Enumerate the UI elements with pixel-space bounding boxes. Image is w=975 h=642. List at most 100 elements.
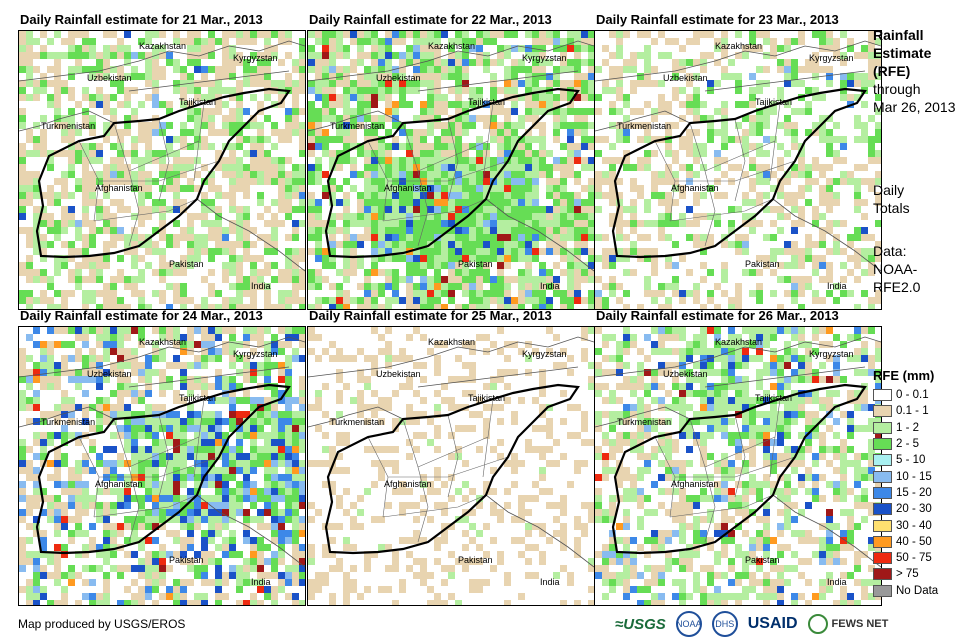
rain-cell (497, 185, 504, 192)
rain-cell (644, 206, 651, 213)
rain-cell (420, 255, 427, 262)
rain-cell (434, 304, 441, 309)
rain-cell (581, 45, 588, 52)
rain-cell (392, 227, 399, 234)
rain-cell (215, 411, 222, 418)
rain-cell (138, 129, 145, 136)
rain-cell (791, 38, 798, 45)
rain-cell (229, 150, 236, 157)
rain-cell (476, 283, 483, 290)
rain-cell (588, 73, 594, 80)
rain-cell (68, 341, 75, 348)
rain-cell (406, 220, 413, 227)
rain-cell (420, 227, 427, 234)
rain-cell (159, 66, 166, 73)
rain-cell (434, 87, 441, 94)
rain-cell (215, 432, 222, 439)
rain-cell (208, 171, 215, 178)
rain-cell (427, 600, 434, 605)
rain-cell (546, 269, 553, 276)
province-borders (367, 102, 509, 247)
rain-cell (124, 206, 131, 213)
rain-cell (455, 66, 462, 73)
rain-cell (236, 115, 243, 122)
rain-cell (271, 600, 278, 605)
rain-cell (40, 129, 47, 136)
rain-cell (693, 115, 700, 122)
rain-cell (336, 269, 343, 276)
rain-cell (33, 150, 40, 157)
rain-cell (441, 283, 448, 290)
rain-cell (96, 59, 103, 66)
rain-cell (574, 73, 581, 80)
rain-cell (26, 31, 33, 38)
rain-cell (322, 551, 329, 558)
rain-cell (420, 115, 427, 122)
rain-cell (336, 150, 343, 157)
rain-cell (679, 192, 686, 199)
rain-cell (420, 136, 427, 143)
rain-cell (798, 334, 805, 341)
rain-cell (329, 31, 336, 38)
rain-cell (138, 481, 145, 488)
rain-cell (616, 297, 623, 304)
rain-cell (350, 31, 357, 38)
rain-cell (264, 290, 271, 297)
rain-cell (145, 150, 152, 157)
rain-cell (201, 94, 208, 101)
rain-cell (243, 164, 250, 171)
rain-cell (40, 31, 47, 38)
rain-cell (826, 192, 833, 199)
rain-cell (54, 115, 61, 122)
rain-cell (89, 327, 96, 334)
rain-cell (483, 171, 490, 178)
rain-cell (26, 52, 33, 59)
rain-cell (427, 178, 434, 185)
rain-cell (40, 80, 47, 87)
rain-cell (406, 276, 413, 283)
rain-cell (222, 509, 229, 516)
rain-cell (26, 551, 33, 558)
rain-cell (336, 101, 343, 108)
rain-cell (399, 579, 406, 586)
rain-cell (315, 129, 322, 136)
rain-cell (222, 551, 229, 558)
rain-cell (854, 206, 861, 213)
rain-cell (721, 192, 728, 199)
rain-cell (455, 600, 462, 605)
rain-cell (497, 101, 504, 108)
rain-cell (427, 304, 434, 309)
rain-cell (61, 600, 68, 605)
rain-cell (292, 297, 299, 304)
rain-cell (819, 192, 826, 199)
rain-cell (476, 544, 483, 551)
rain-cell (26, 334, 33, 341)
rain-cell (483, 248, 490, 255)
rain-cell (96, 73, 103, 80)
rain-cell (714, 108, 721, 115)
rain-cell (602, 283, 609, 290)
rain-cell (68, 87, 75, 94)
rain-cell (131, 115, 138, 122)
rain-cell (868, 80, 875, 87)
rain-cell (89, 52, 96, 59)
rain-cell (413, 143, 420, 150)
rain-cell (138, 234, 145, 241)
rain-cell (257, 418, 264, 425)
rain-cell (560, 213, 567, 220)
rain-cell (336, 31, 343, 38)
rain-cell (469, 206, 476, 213)
rain-cell (61, 129, 68, 136)
rain-cell (215, 248, 222, 255)
rain-cell (714, 213, 721, 220)
rain-cell (686, 80, 693, 87)
rain-cell (350, 220, 357, 227)
rain-cell (194, 157, 201, 164)
rain-cell (518, 136, 525, 143)
rain-cell (33, 341, 40, 348)
rain-cell (693, 213, 700, 220)
rain-cell (420, 220, 427, 227)
rain-cell (875, 290, 881, 297)
rain-cell (166, 101, 173, 108)
rain-cell (187, 31, 194, 38)
